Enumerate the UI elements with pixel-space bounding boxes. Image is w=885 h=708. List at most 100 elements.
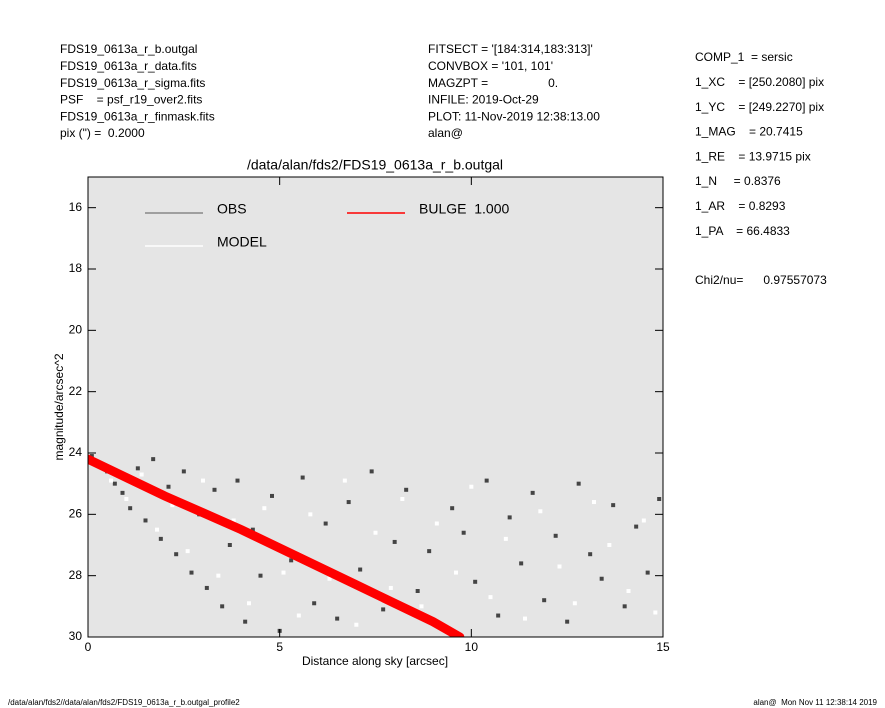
data-point (576, 481, 581, 486)
data-point (296, 613, 301, 618)
data-point (227, 543, 232, 547)
model-band (88, 454, 465, 637)
data-point (373, 530, 378, 535)
y-tick-label: 28 (69, 568, 83, 582)
data-point (469, 484, 474, 489)
header-left-line: PSF = psf_r19_over2.fits (60, 93, 202, 107)
data-point (128, 506, 133, 511)
y-tick-label: 20 (69, 323, 83, 337)
data-point (124, 497, 129, 501)
y-tick-label: 26 (69, 507, 83, 521)
data-point (358, 567, 363, 572)
header-right-line: 1_N = 0.8376 (695, 174, 781, 188)
data-point (212, 487, 217, 492)
data-point (434, 521, 439, 526)
header-left-line: FDS19_0613a_r_data.fits (60, 59, 197, 73)
data-point (530, 490, 535, 495)
data-point (553, 533, 558, 538)
header-left-line: FDS19_0613a_r_sigma.fits (60, 76, 205, 90)
data-point (461, 530, 466, 535)
x-tick-label: 5 (276, 640, 283, 654)
y-tick-label: 22 (69, 384, 83, 398)
data-point (641, 518, 646, 523)
header-left-line: FDS19_0613a_r_b.outgal (60, 42, 197, 56)
data-point (166, 484, 171, 489)
data-point (174, 552, 179, 557)
data-point (392, 539, 397, 544)
data-point (346, 500, 351, 505)
data-point (611, 503, 616, 508)
header-right-line: 1_RE = 13.9715 pix (695, 149, 811, 163)
data-point (342, 478, 347, 483)
legend-label: BULGE 1.000 (419, 201, 509, 217)
header-middle-line: INFILE: 2019-Oct-29 (428, 93, 539, 107)
data-point (243, 619, 248, 624)
data-point (369, 469, 374, 474)
data-point (388, 585, 393, 590)
data-point (323, 521, 328, 526)
header-middle-line: MAGZPT = 0. (428, 76, 558, 90)
data-point (281, 570, 286, 575)
data-point (519, 561, 524, 566)
header-middle-line: alan@ (428, 126, 463, 140)
data-point (135, 466, 140, 471)
data-point (216, 573, 221, 578)
data-point (607, 543, 612, 547)
data-point (181, 469, 186, 474)
data-point (415, 589, 420, 593)
header-left-line: pix (") = 0.2000 (60, 126, 145, 140)
header-right-line: 1_PA = 66.4833 (695, 224, 790, 238)
data-point (404, 487, 409, 492)
footer-left: /data/alan/fds2//data/alan/fds2/FDS19_06… (8, 698, 240, 707)
y-tick-label: 18 (69, 261, 83, 275)
data-point (270, 493, 274, 498)
data-point (626, 589, 631, 593)
data-point (657, 497, 662, 501)
data-point (170, 503, 175, 508)
data-point (484, 478, 489, 483)
data-point (312, 601, 317, 606)
data-point (565, 619, 570, 624)
data-point (335, 616, 340, 621)
data-point (488, 595, 493, 600)
data-point (231, 518, 236, 523)
data-point (427, 549, 432, 554)
header-right-line: 1_AR = 0.8293 (695, 199, 786, 213)
header-right-line: COMP_1 = sersic (695, 50, 793, 64)
data-point (599, 576, 604, 581)
data-point (262, 506, 267, 511)
data-point (247, 601, 251, 606)
header-middle-line: FITSECT = '[184:314,183:313]' (428, 42, 593, 56)
data-point (201, 478, 205, 483)
x-axis-label: Distance along sky [arcsec] (302, 654, 448, 668)
header-middle-line: CONVBOX = '101, 101' (428, 59, 553, 73)
footer-right: alan@ Mon Nov 11 12:38:14 2019 (753, 698, 877, 707)
data-point (300, 475, 305, 480)
y-tick-label: 24 (69, 445, 83, 459)
data-point (454, 570, 458, 575)
data-point (588, 552, 593, 557)
header-left-line: FDS19_0613a_r_finmask.fits (60, 109, 215, 123)
data-point (235, 478, 240, 483)
chart-title: /data/alan/fds2/FDS19_0613a_r_b.outgal (247, 157, 503, 173)
plot-frame (87, 176, 664, 638)
header-right-line: 1_YC = [249.2270] pix (695, 100, 824, 114)
data-point (143, 518, 148, 523)
header-middle-line: PLOT: 11-Nov-2019 12:38:13.00 (428, 109, 600, 123)
data-point (158, 536, 163, 541)
data-point (189, 570, 194, 575)
data-point (204, 585, 209, 590)
data-point (542, 598, 547, 603)
plot-background (88, 177, 663, 637)
data-point (139, 472, 144, 477)
data-point (155, 527, 159, 532)
data-point (634, 524, 639, 529)
data-point (400, 497, 405, 501)
data-point (220, 604, 225, 609)
x-tick-label: 15 (656, 640, 670, 654)
data-point (503, 536, 508, 541)
data-point (354, 622, 359, 627)
x-tick-label: 0 (85, 640, 92, 654)
data-point (496, 613, 501, 618)
